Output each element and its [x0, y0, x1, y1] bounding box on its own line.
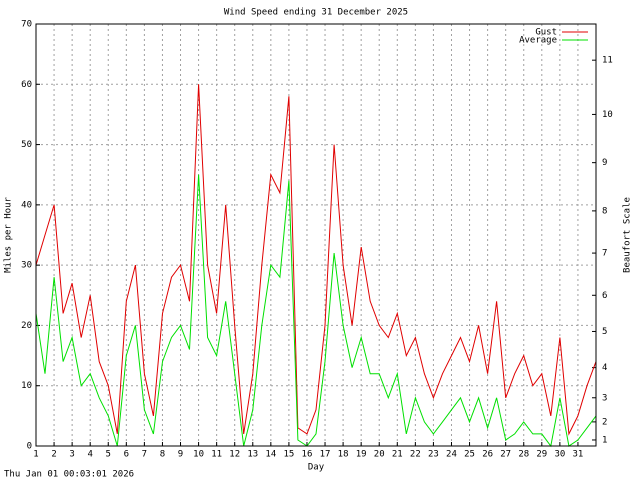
y2-tick-label: 1 — [602, 435, 607, 445]
y2-tick-label: 6 — [602, 291, 607, 301]
y-tick-label: 60 — [21, 80, 32, 90]
x-tick-label: 10 — [193, 450, 204, 460]
x-tick-label: 30 — [554, 450, 565, 460]
x-tick-label: 7 — [142, 450, 147, 460]
x-tick-label: 24 — [446, 450, 457, 460]
y2-tick-label: 9 — [602, 158, 607, 168]
x-tick-label: 14 — [265, 450, 276, 460]
y2-tick-label: 5 — [602, 327, 607, 337]
x-tick-label: 13 — [247, 450, 258, 460]
y-tick-label: 10 — [21, 381, 32, 391]
legend-label: Average — [519, 36, 557, 46]
x-tick-label: 11 — [211, 450, 222, 460]
y-tick-label: 40 — [21, 200, 32, 210]
series-line — [35, 84, 597, 436]
x-tick-label: 25 — [464, 450, 475, 460]
chart-title: Wind Speed ending 31 December 2025 — [224, 8, 408, 18]
x-tick-label: 26 — [482, 450, 493, 460]
x-tick-label: 16 — [302, 450, 313, 460]
x-axis-label: Day — [308, 463, 325, 473]
x-tick-label: 15 — [283, 450, 294, 460]
x-tick-label: 3 — [69, 450, 74, 460]
y2-tick-label: 4 — [602, 363, 607, 373]
x-tick-label: 1 — [33, 450, 38, 460]
x-tick-label: 8 — [160, 450, 165, 460]
y2-tick-label: 10 — [602, 110, 613, 120]
y-tick-label: 20 — [21, 321, 32, 331]
plot-frame — [35, 23, 597, 447]
x-tick-label: 23 — [428, 450, 439, 460]
x-tick-label: 18 — [338, 450, 349, 460]
x-tick-label: 17 — [320, 450, 331, 460]
x-tick-label: 19 — [356, 450, 367, 460]
x-tick-label: 22 — [410, 450, 421, 460]
x-tick-label: 29 — [536, 450, 547, 460]
y2-tick-label: 3 — [602, 393, 607, 403]
y-tick-label: 50 — [21, 140, 32, 150]
x-tick-label: 27 — [500, 450, 511, 460]
x-tick-label: 9 — [178, 450, 183, 460]
y2-tick-label: 11 — [602, 56, 613, 66]
x-tick-label: 28 — [518, 450, 529, 460]
y2-tick-label: 7 — [602, 249, 607, 259]
y-tick-label: 30 — [21, 261, 32, 271]
series-line — [35, 174, 597, 448]
x-tick-label: 31 — [573, 450, 584, 460]
y-tick-label: 70 — [21, 20, 32, 30]
x-tick-label: 21 — [392, 450, 403, 460]
legend-label: Gust — [535, 28, 557, 38]
x-tick-label: 12 — [229, 450, 240, 460]
y2-tick-label: 2 — [602, 417, 607, 427]
y2-tick-label: 8 — [602, 206, 607, 216]
y2-axis-label: Beaufort Scale — [623, 197, 633, 273]
x-tick-label: 6 — [124, 450, 129, 460]
x-tick-label: 4 — [87, 450, 92, 460]
x-tick-label: 5 — [106, 450, 111, 460]
footer: Thu Jan 01 00:03:01 2026 — [4, 470, 134, 480]
y-axis-label: Miles per Hour — [4, 196, 14, 272]
y-tick-label: 0 — [27, 442, 32, 452]
x-tick-label: 20 — [374, 450, 385, 460]
x-tick-label: 2 — [51, 450, 56, 460]
